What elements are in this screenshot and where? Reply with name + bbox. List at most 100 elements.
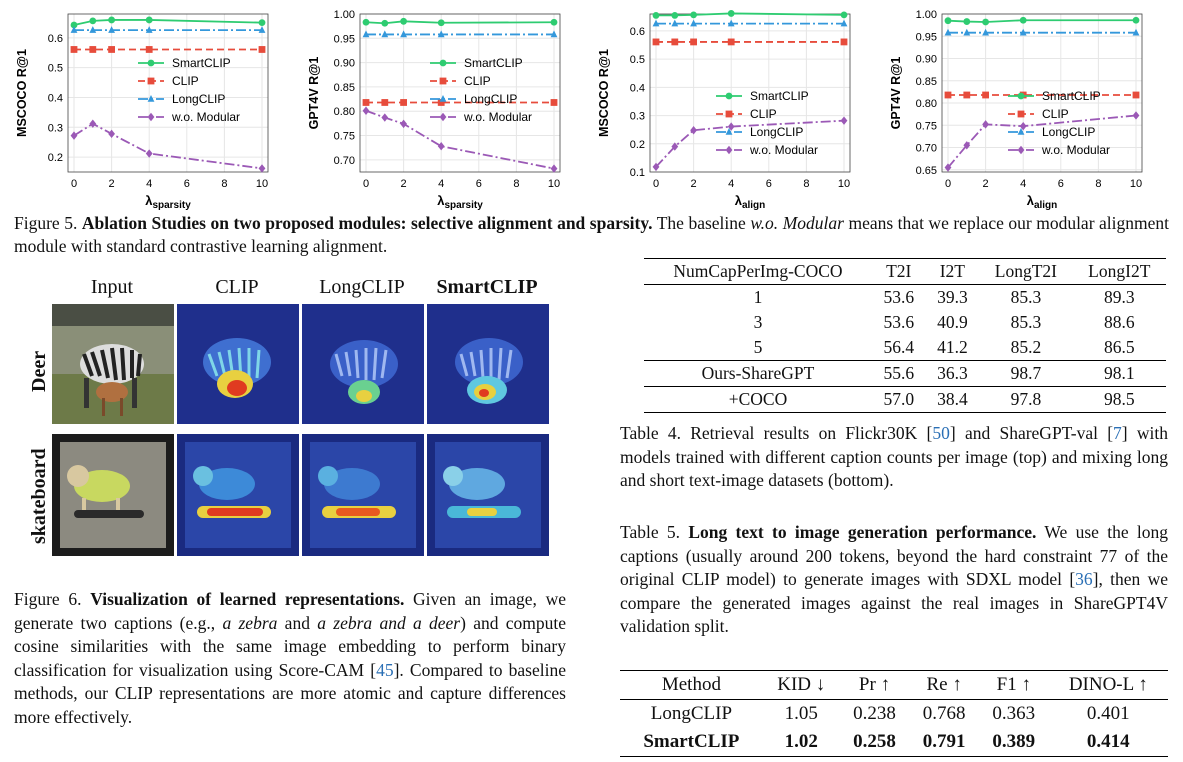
x-axis-label: λsparsity <box>145 193 191 211</box>
data-point-smartclip <box>671 12 679 19</box>
x-tick-label: 10 <box>256 178 268 190</box>
legend-label: LongCLIP <box>750 125 803 139</box>
table-row: 5 56.4 41.2 85.2 86.5 <box>753 337 1135 357</box>
legend-marker <box>147 77 155 85</box>
y-tick-label: 0.85 <box>916 76 937 88</box>
series-line-smartclip <box>947 19 1136 23</box>
series-line-womodular <box>947 114 1137 169</box>
row-label-skateboard: skateboard <box>28 448 50 544</box>
data-point-smartclip <box>381 19 389 27</box>
legend-marker <box>725 128 733 135</box>
data-point-longclip <box>982 28 989 36</box>
chart-align-gpt4v: 0.65 0.70 0.75 0.80 0.85 0.90 0.95 1.00 0 2 4 6 8 10 λ… <box>884 8 1152 211</box>
legend-label: CLIP <box>1042 107 1069 121</box>
data-point-longclip <box>258 26 266 33</box>
data-point-clip <box>944 91 952 99</box>
data-point-smartclip <box>258 19 266 27</box>
data-point-smartclip <box>727 10 735 17</box>
legend-marker <box>725 110 733 118</box>
x-tick-label: 0 <box>71 178 77 190</box>
y-tick-label: 0.70 <box>916 143 937 155</box>
data-point-longclip <box>362 30 370 38</box>
data-point-longclip <box>437 30 445 38</box>
data-point-longclip <box>671 19 679 27</box>
y-tick-label: 0.3 <box>48 122 63 134</box>
legend-label: LongCLIP <box>1042 125 1095 139</box>
data-point-womodular <box>690 126 697 135</box>
data-point-womodular <box>70 131 78 140</box>
x-tick-label: 0 <box>363 178 369 190</box>
data-point-longclip <box>1132 28 1140 36</box>
heatmap-longclip-skateboard <box>302 434 424 556</box>
legend-label: w.o. Modular <box>463 110 532 124</box>
y-tick-label: 0.65 <box>916 165 937 177</box>
x-tick-label: 6 <box>766 178 772 190</box>
table-4: NumCapPerImg-COCO T2I I2T LongT2I LongI2… <box>644 258 1166 413</box>
table-header: Re ↑ <box>926 674 962 695</box>
figure-5-caption: Figure 5. Ablation Studies on two propos… <box>14 213 1170 256</box>
x-tick-label: 10 <box>838 178 850 190</box>
column-header-smartclip: SmartCLIP <box>436 276 538 298</box>
legend-label: SmartCLIP <box>750 89 809 103</box>
x-tick-label: 6 <box>184 178 190 190</box>
legend-marker <box>1017 145 1025 155</box>
data-point-longclip <box>381 30 389 38</box>
table-header: NumCapPerImg-COCO <box>673 261 843 281</box>
x-tick-label: 2 <box>691 178 697 190</box>
data-point-smartclip <box>690 11 697 19</box>
table-header: DINO-L ↑ <box>1068 674 1148 695</box>
data-point-clip <box>381 99 389 106</box>
x-tick-label: 10 <box>548 178 560 190</box>
table-row: SmartCLIP 1.02 0.258 0.791 0.389 0.414 <box>620 728 1168 757</box>
data-point-womodular <box>145 149 153 158</box>
legend-marker <box>725 92 733 100</box>
series-line-smartclip <box>73 19 263 26</box>
legend-marker <box>147 112 155 122</box>
data-point-clip <box>145 46 153 53</box>
data-point-clip <box>1132 91 1140 99</box>
legend-marker <box>439 112 447 122</box>
data-point-womodular <box>258 164 266 173</box>
y-tick-label: 0.3 <box>630 111 645 123</box>
x-tick-label: 2 <box>109 178 115 190</box>
chart-sparsity-mscoco: 0.2 0.3 0.4 0.5 0.6 0 2 4 6 8 10 λsparsity MSCOCO R@… <box>10 8 278 211</box>
chart-align-mscoco: 0.1 0.2 0.3 0.4 0.5 0.6 0 2 4 6 8 10 λalign MSCOCO R@… <box>592 8 860 211</box>
legend-label: CLIP <box>172 74 199 88</box>
legend-label: w.o. Modular <box>749 143 818 157</box>
data-point-smartclip <box>108 16 115 24</box>
data-point-longclip <box>145 26 153 33</box>
legend-marker <box>439 77 447 85</box>
data-point-womodular <box>362 106 370 115</box>
y-tick-label: 0.4 <box>48 92 63 104</box>
table-header: I2T <box>939 261 966 281</box>
table-header: Method <box>661 674 721 695</box>
x-axis-label: λalign <box>735 193 766 211</box>
table-row: 3 53.6 40.9 85.3 88.6 <box>753 312 1135 332</box>
x-tick-label: 4 <box>728 178 734 190</box>
data-point-longclip <box>550 30 558 38</box>
legend-marker <box>439 59 447 67</box>
image-dog-skateboard-input <box>52 434 174 556</box>
table-header: LongT2I <box>994 261 1057 281</box>
y-tick-label: 0.80 <box>334 106 355 118</box>
data-point-smartclip <box>1132 16 1140 24</box>
table-5: Method KID ↓ Pr ↑ Re ↑ F1 ↑ DINO-L ↑ Lon… <box>620 670 1168 757</box>
data-point-smartclip <box>362 18 370 26</box>
data-point-longclip <box>690 19 697 27</box>
data-point-smartclip <box>70 21 78 29</box>
data-point-womodular <box>1132 111 1140 120</box>
x-tick-label: 8 <box>1095 178 1101 190</box>
x-axis-label: λsparsity <box>437 193 483 211</box>
y-tick-label: 0.90 <box>916 54 937 66</box>
legend-label: SmartCLIP <box>1042 89 1101 103</box>
legend-marker <box>1017 110 1025 118</box>
data-point-womodular <box>400 119 407 129</box>
legend-label: CLIP <box>750 107 777 121</box>
data-point-womodular <box>652 162 660 172</box>
x-tick-label: 0 <box>945 178 951 190</box>
legend-marker <box>439 95 447 102</box>
legend-label: w.o. Modular <box>171 110 240 124</box>
data-point-clip <box>963 91 971 99</box>
x-tick-label: 2 <box>983 178 989 190</box>
data-point-longclip <box>400 30 407 38</box>
